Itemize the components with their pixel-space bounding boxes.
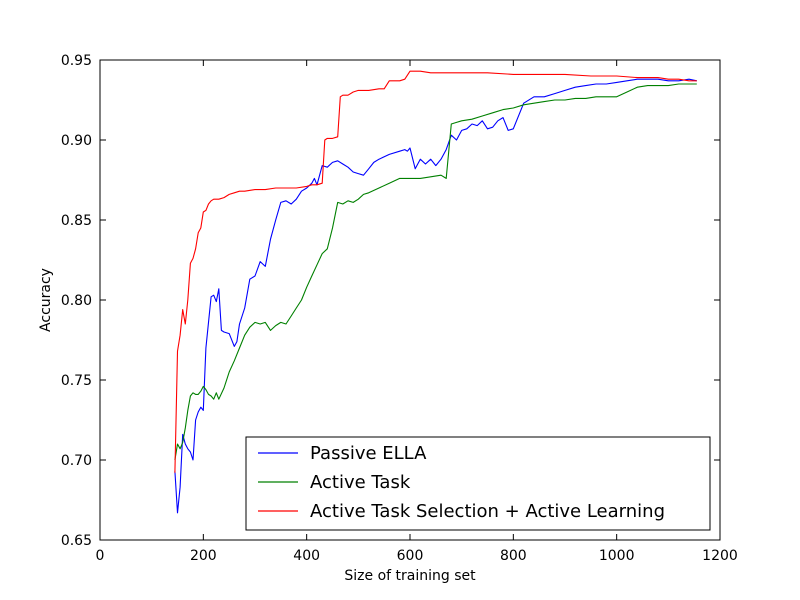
series-line-active-task-selection-active-learning [174,70,697,473]
y-axis-label: Accuracy [38,268,54,332]
y-tick-label: 0.90 [61,133,92,149]
series-line-active-task [174,83,697,461]
series-line-passive-ella [174,78,697,514]
y-tick-label: 0.65 [61,533,92,549]
x-tick-label: 600 [397,548,424,564]
legend-label-passive-ella: Passive ELLA [310,443,427,464]
y-tick-label: 0.85 [61,213,92,229]
x-tick-label: 200 [190,548,217,564]
x-tick-label: 800 [500,548,527,564]
legend: Passive ELLA Active Task Active Task Sel… [245,436,711,531]
plot-layer [174,70,697,514]
x-tick-label: 1000 [599,548,635,564]
x-axis-label: Size of training set [344,568,476,584]
x-tick-label: 0 [96,548,105,564]
y-tick-label: 0.80 [61,293,92,309]
y-tick-label: 0.75 [61,373,92,389]
ticks-layer: 0 200 400 600 800 1000 1200 0.65 0.70 0.75 0.80 0.8… [61,53,738,564]
legend-label-active-task: Active Task [310,472,411,493]
legend-label-active-task-selection: Active Task Selection + Active Learning [310,501,665,522]
y-tick-label: 0.70 [61,453,92,469]
x-tick-label: 1200 [702,548,738,564]
x-tick-label: 400 [293,548,320,564]
legend-box [245,436,711,531]
y-tick-label: 0.95 [61,53,92,69]
